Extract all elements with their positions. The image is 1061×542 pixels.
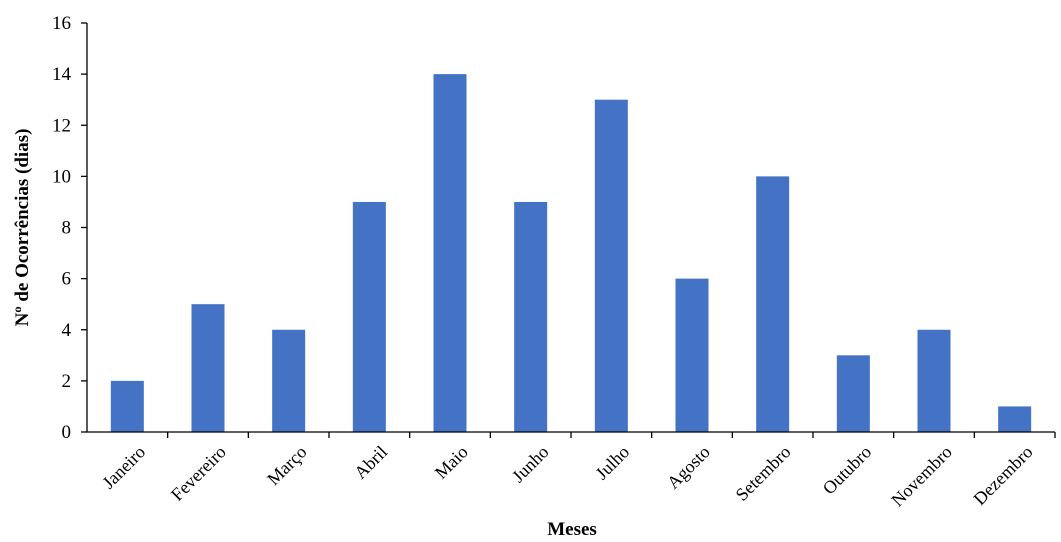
x-axis-ticks: Janeiro Fevereiro Março Abril Maio Junho Julho… xyxy=(98,432,1056,511)
x-tick-label: Setembro xyxy=(732,442,795,505)
bars-group xyxy=(110,74,1032,432)
y-tick-label: 12 xyxy=(52,115,71,136)
x-tick-label: Julho xyxy=(591,442,633,484)
bar-agosto xyxy=(675,278,709,432)
bar-fevereiro xyxy=(191,304,225,432)
bar-dezembro xyxy=(998,406,1032,432)
y-axis-title: Nº de Ocorrências (dias) xyxy=(12,129,33,327)
y-tick-label: 14 xyxy=(52,64,72,85)
y-axis-ticks: 0 2 4 6 8 10 12 14 16 xyxy=(52,13,87,443)
x-tick-label: Maio xyxy=(431,442,472,483)
x-tick-label: Março xyxy=(263,442,310,489)
x-axis-title: Meses xyxy=(547,519,597,540)
y-tick-label: 0 xyxy=(62,422,72,443)
x-tick-label: Novembro xyxy=(887,442,956,511)
y-tick-label: 10 xyxy=(52,166,71,187)
bar-outubro xyxy=(836,355,870,432)
bar-maio xyxy=(433,74,467,432)
y-tick-label: 6 xyxy=(62,269,72,290)
y-tick-label: 4 xyxy=(62,320,72,341)
y-tick-label: 2 xyxy=(62,371,72,392)
bar-julho xyxy=(594,99,628,432)
y-tick-label: 8 xyxy=(62,218,72,239)
x-tick-label: Dezembro xyxy=(969,442,1036,509)
bar-mar-o xyxy=(272,329,306,432)
x-tick-label: Agosto xyxy=(663,442,714,493)
x-tick-label: Janeiro xyxy=(98,442,149,493)
bar-setembro xyxy=(756,176,790,432)
x-tick-label: Outubro xyxy=(819,442,876,499)
x-tick-label: Junho xyxy=(508,442,553,487)
bar-abril xyxy=(352,201,386,432)
bar-junho xyxy=(514,201,548,432)
bar-janeiro xyxy=(110,380,144,432)
y-tick-label: 16 xyxy=(52,13,71,34)
x-tick-label: Abril xyxy=(350,442,391,483)
bar-novembro xyxy=(917,329,951,432)
x-tick-label: Fevereiro xyxy=(167,442,230,505)
